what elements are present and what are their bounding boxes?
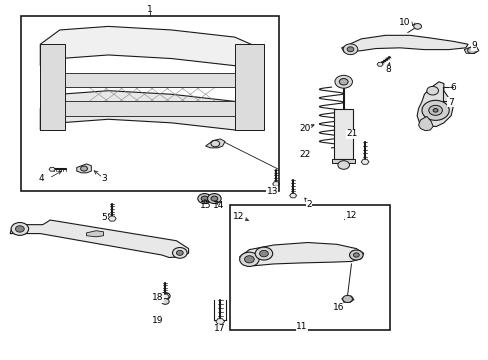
- Polygon shape: [10, 220, 188, 257]
- Polygon shape: [272, 182, 279, 186]
- Circle shape: [428, 105, 442, 115]
- Circle shape: [467, 47, 475, 54]
- Circle shape: [349, 250, 363, 260]
- Bar: [229, 205, 389, 330]
- Text: 19: 19: [152, 315, 163, 324]
- Text: 5: 5: [102, 213, 107, 222]
- Circle shape: [339, 78, 347, 85]
- Circle shape: [244, 256, 254, 263]
- Circle shape: [346, 47, 353, 52]
- Polygon shape: [341, 35, 467, 52]
- Polygon shape: [334, 109, 352, 158]
- Polygon shape: [215, 319, 224, 324]
- Text: 2: 2: [305, 200, 311, 209]
- Polygon shape: [361, 159, 368, 164]
- Circle shape: [161, 298, 169, 304]
- Text: 11: 11: [296, 322, 307, 331]
- Circle shape: [432, 109, 437, 112]
- Circle shape: [198, 194, 211, 203]
- Text: 18: 18: [152, 293, 163, 302]
- Circle shape: [421, 100, 448, 120]
- Polygon shape: [40, 91, 259, 130]
- Circle shape: [353, 253, 359, 257]
- Polygon shape: [418, 116, 432, 131]
- Circle shape: [239, 252, 259, 266]
- Text: 8: 8: [384, 66, 390, 75]
- Text: 4: 4: [39, 175, 44, 184]
- Circle shape: [176, 250, 183, 255]
- Polygon shape: [416, 82, 453, 126]
- Circle shape: [172, 248, 187, 258]
- Text: 20: 20: [299, 124, 310, 133]
- Text: 10: 10: [398, 18, 410, 27]
- Text: 16: 16: [332, 303, 344, 312]
- Text: 12: 12: [345, 211, 356, 220]
- Circle shape: [342, 296, 352, 302]
- Polygon shape: [77, 164, 91, 173]
- Circle shape: [81, 166, 87, 171]
- Text: 1: 1: [146, 5, 152, 14]
- Text: 14: 14: [213, 201, 224, 210]
- Circle shape: [255, 247, 272, 260]
- Text: 22: 22: [299, 150, 310, 159]
- Polygon shape: [463, 47, 478, 54]
- Polygon shape: [64, 73, 234, 87]
- Polygon shape: [86, 231, 103, 237]
- Text: 15: 15: [200, 201, 211, 210]
- Polygon shape: [49, 167, 55, 171]
- Circle shape: [11, 222, 29, 235]
- Polygon shape: [376, 62, 383, 66]
- Text: 12: 12: [232, 212, 244, 221]
- Circle shape: [16, 226, 24, 232]
- Polygon shape: [341, 296, 353, 302]
- Circle shape: [207, 194, 221, 203]
- Polygon shape: [331, 158, 355, 163]
- Circle shape: [343, 44, 357, 55]
- Bar: [21, 16, 278, 191]
- Circle shape: [337, 161, 349, 169]
- Text: 13: 13: [266, 187, 277, 196]
- Polygon shape: [64, 102, 234, 116]
- Circle shape: [201, 196, 207, 201]
- Polygon shape: [108, 216, 116, 221]
- Text: 17: 17: [214, 324, 225, 333]
- Polygon shape: [289, 193, 296, 198]
- Polygon shape: [239, 243, 363, 266]
- Circle shape: [426, 86, 438, 95]
- Text: 6: 6: [450, 83, 455, 92]
- Circle shape: [334, 75, 352, 88]
- Polygon shape: [234, 44, 264, 130]
- Text: 21: 21: [346, 129, 357, 138]
- Circle shape: [210, 196, 217, 201]
- Polygon shape: [40, 44, 64, 130]
- Polygon shape: [161, 294, 169, 299]
- Text: 3: 3: [102, 175, 107, 184]
- Circle shape: [413, 23, 421, 29]
- Polygon shape: [205, 139, 224, 148]
- Polygon shape: [40, 26, 259, 66]
- Circle shape: [259, 250, 268, 257]
- Text: 9: 9: [470, 41, 476, 50]
- Text: 7: 7: [447, 98, 452, 107]
